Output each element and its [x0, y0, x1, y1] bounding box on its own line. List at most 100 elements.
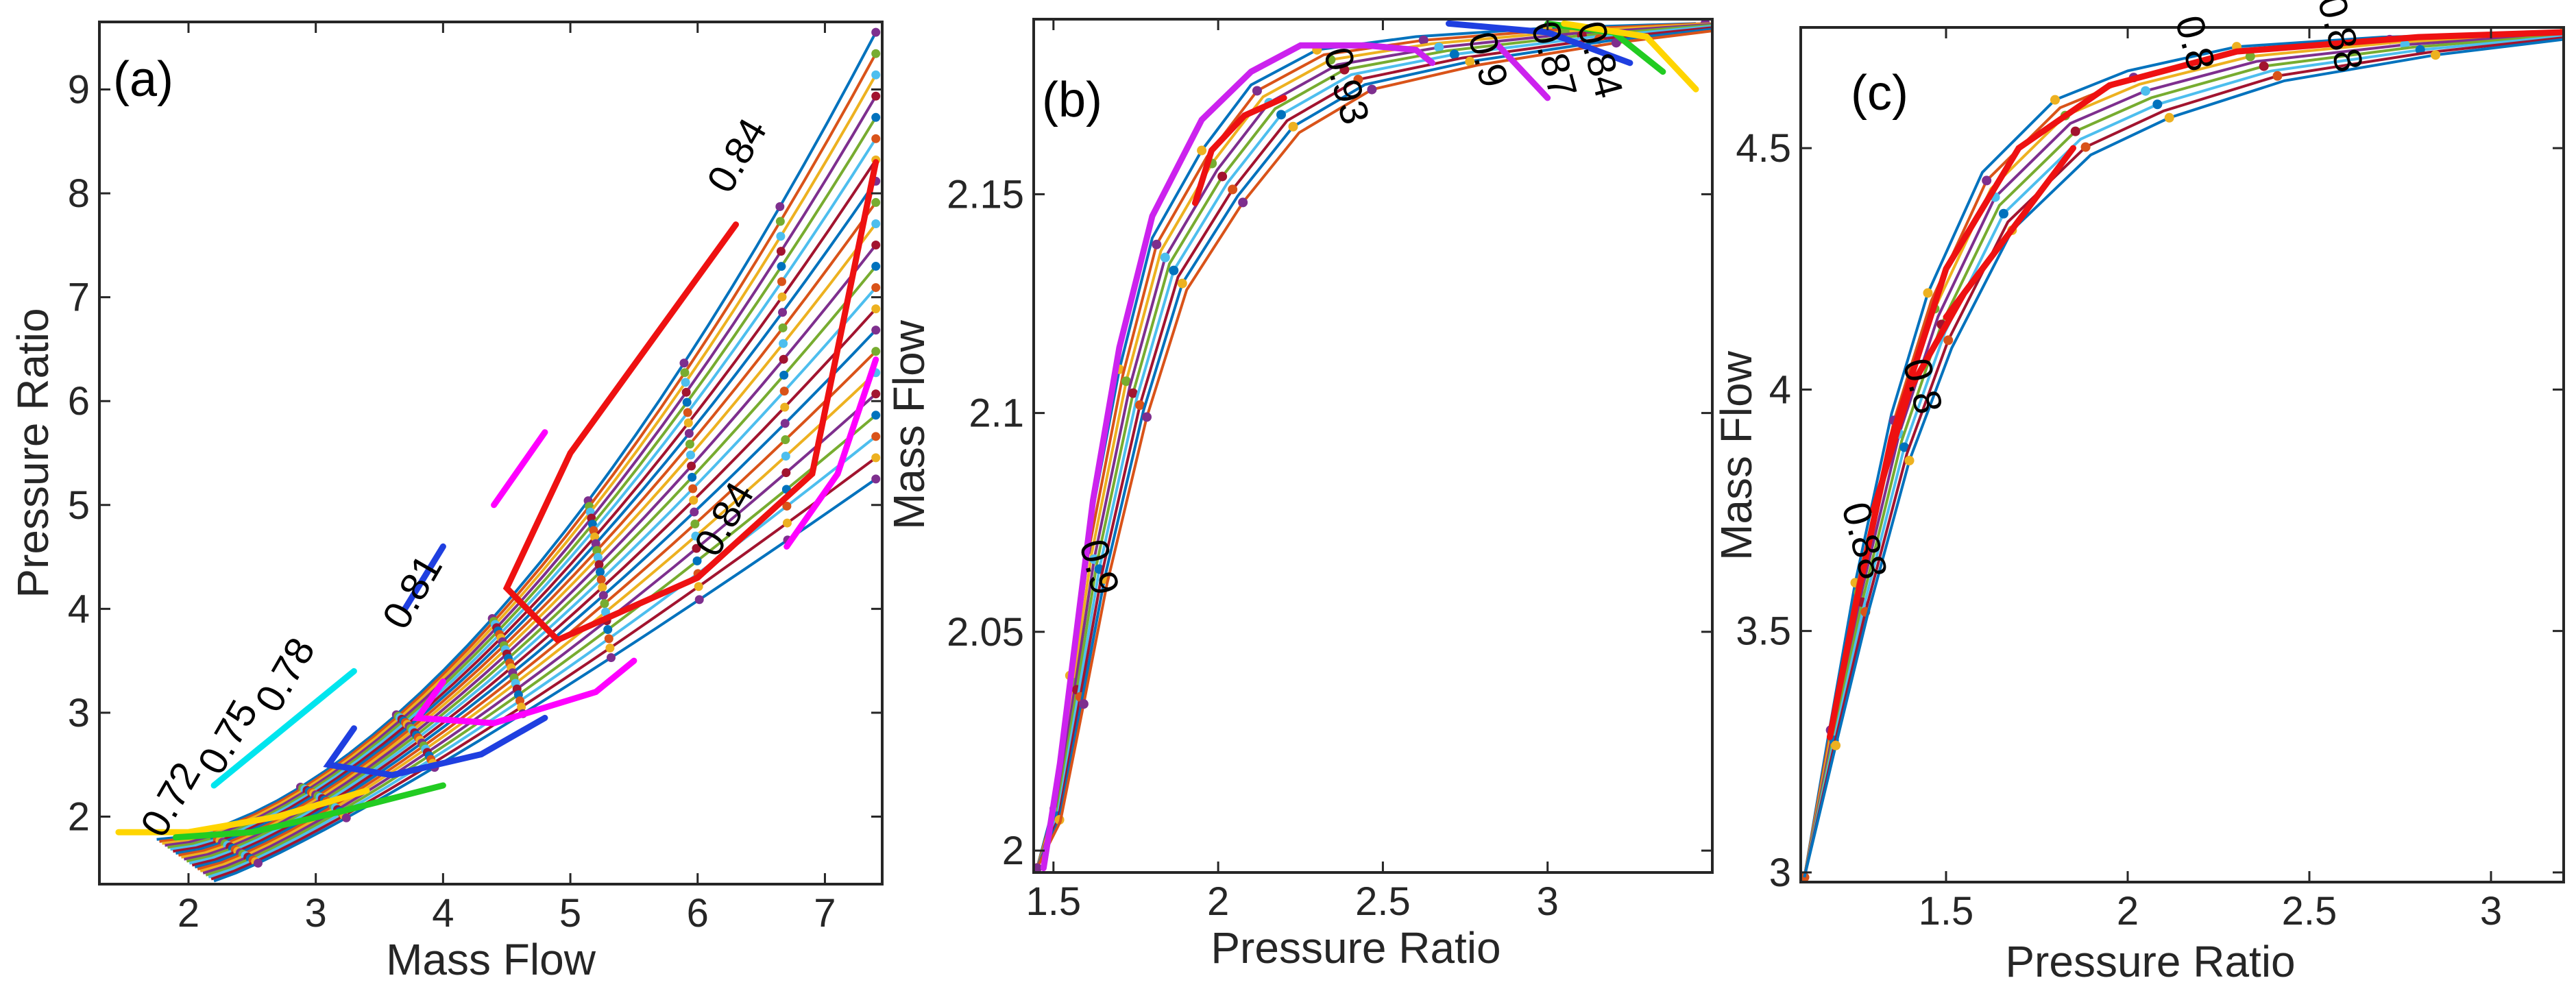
- efficiency-contour: [323, 715, 548, 779]
- speed-line: [1803, 36, 2564, 878]
- speed-line-point: [600, 599, 609, 609]
- efficiency-contour: [1040, 42, 1435, 872]
- speed-line: [1803, 31, 2564, 878]
- speed-line-point: [779, 354, 788, 364]
- x-tick-label: 2.5: [2282, 889, 2337, 933]
- speed-line-point: [2141, 86, 2151, 96]
- speed-line-point: [592, 546, 602, 555]
- speed-line: [186, 265, 877, 863]
- efficiency-contour: [502, 159, 879, 644]
- speed-line-point: [682, 398, 692, 407]
- speed-line-point: [1982, 175, 1992, 186]
- panel-c-ticks: 0.880.80.8 0.881.5 2 2.5 333.544.5: [1736, 0, 2564, 933]
- y-tick-label: 9: [68, 68, 90, 112]
- speed-line: [173, 159, 877, 853]
- speed-line-point: [781, 452, 790, 461]
- x-tick-label: 3: [2480, 889, 2502, 933]
- speed-line-point: [781, 435, 790, 445]
- speed-line-point: [2050, 95, 2060, 105]
- speed-line: [1035, 27, 1712, 869]
- speed-line-point: [779, 387, 789, 396]
- speed-line-point: [694, 595, 704, 605]
- speed-line-point: [775, 202, 785, 211]
- x-tick-label: 4: [432, 891, 454, 936]
- speed-line-point: [605, 643, 615, 652]
- y-tick-label: 3: [1769, 851, 1791, 895]
- speed-line-point: [779, 339, 788, 348]
- speed-line-point: [1134, 400, 1145, 411]
- speed-line: [213, 478, 877, 883]
- panel-b-ylabel: Mass Flow: [884, 319, 934, 530]
- speed-line: [1803, 31, 2564, 878]
- speed-line-point: [1465, 56, 1475, 66]
- speed-line: [175, 180, 877, 855]
- panel-b-xlabel: Pressure Ratio: [1211, 923, 1500, 973]
- speed-line: [1036, 29, 1712, 869]
- speed-line-point: [688, 484, 698, 493]
- speed-line-point: [690, 507, 699, 517]
- speed-line-point: [871, 432, 881, 441]
- panel-a-ylabel: Pressure Ratio: [8, 308, 58, 598]
- panel-c-plot-area: [1801, 27, 2564, 882]
- speed-line-point: [782, 518, 792, 528]
- efficiency-contour: [1192, 95, 1287, 206]
- speed-line-point: [1252, 86, 1262, 96]
- panel-c-tag: (c): [1851, 66, 1908, 121]
- speed-line-point: [1831, 740, 1841, 750]
- speed-line-point: [871, 347, 881, 356]
- speed-line-point: [2152, 99, 2163, 110]
- efficiency-contour: [1446, 20, 1633, 66]
- speed-line-point: [871, 283, 881, 293]
- speed-line-point: [601, 607, 611, 617]
- speed-line-point: [598, 591, 608, 600]
- y-tick-label: 3.5: [1736, 609, 1791, 654]
- y-tick-label: 4: [1769, 367, 1791, 412]
- speed-line: [210, 456, 877, 881]
- speed-line-point: [604, 634, 613, 644]
- efficiency-contour: [115, 787, 370, 835]
- speed-line-point: [871, 91, 881, 101]
- speed-line-point: [871, 241, 881, 250]
- speed-line-point: [871, 134, 881, 143]
- x-tick-label: 3: [1537, 879, 1559, 924]
- speed-line-point: [779, 370, 789, 380]
- speed-line-point: [1128, 388, 1138, 398]
- panel-b-plot-area: [1034, 19, 1729, 872]
- y-tick-label: 7: [68, 276, 90, 320]
- speed-line-point: [871, 70, 881, 80]
- contour-label: 0.81: [374, 547, 451, 636]
- speed-line-point: [680, 368, 690, 378]
- speed-line: [170, 138, 877, 851]
- speed-line-point: [593, 552, 603, 562]
- y-tick-label: 6: [68, 379, 90, 424]
- x-tick-label: 2: [1207, 879, 1229, 924]
- speed-line-point: [591, 539, 600, 548]
- speed-line-point: [688, 472, 697, 482]
- x-tick-label: 3: [305, 891, 327, 936]
- speed-line-point: [253, 858, 263, 868]
- speed-line: [1035, 23, 1712, 869]
- y-tick-label: 2.15: [947, 172, 1024, 217]
- panel-b-ticks: 0.90.93 0.9 0.870.841.5 2 2.5 322.052.12.15: [947, 16, 1712, 924]
- speed-line: [1803, 38, 2564, 878]
- speed-line-point: [1943, 335, 1954, 345]
- contour-label: 0.84: [698, 111, 776, 200]
- panel-a-xlabel: Mass Flow: [386, 935, 596, 984]
- speed-line-point: [871, 453, 881, 463]
- speed-line-point: [871, 27, 881, 37]
- speed-line-point: [1160, 252, 1170, 262]
- speed-line: [1803, 34, 2564, 878]
- speed-line-point: [775, 217, 785, 226]
- y-tick-label: 3: [68, 691, 90, 735]
- speed-line-point: [603, 625, 613, 635]
- speed-line-point: [1719, 19, 1729, 28]
- speed-line-point: [691, 531, 701, 541]
- speed-line-point: [871, 326, 881, 335]
- efficiency-contour: [491, 429, 548, 509]
- speed-line: [162, 74, 877, 845]
- speed-line-point: [1449, 49, 1459, 60]
- speed-line-point: [2431, 50, 2441, 60]
- efficiency-contour: [1826, 29, 2564, 741]
- y-tick-label: 2: [68, 794, 90, 839]
